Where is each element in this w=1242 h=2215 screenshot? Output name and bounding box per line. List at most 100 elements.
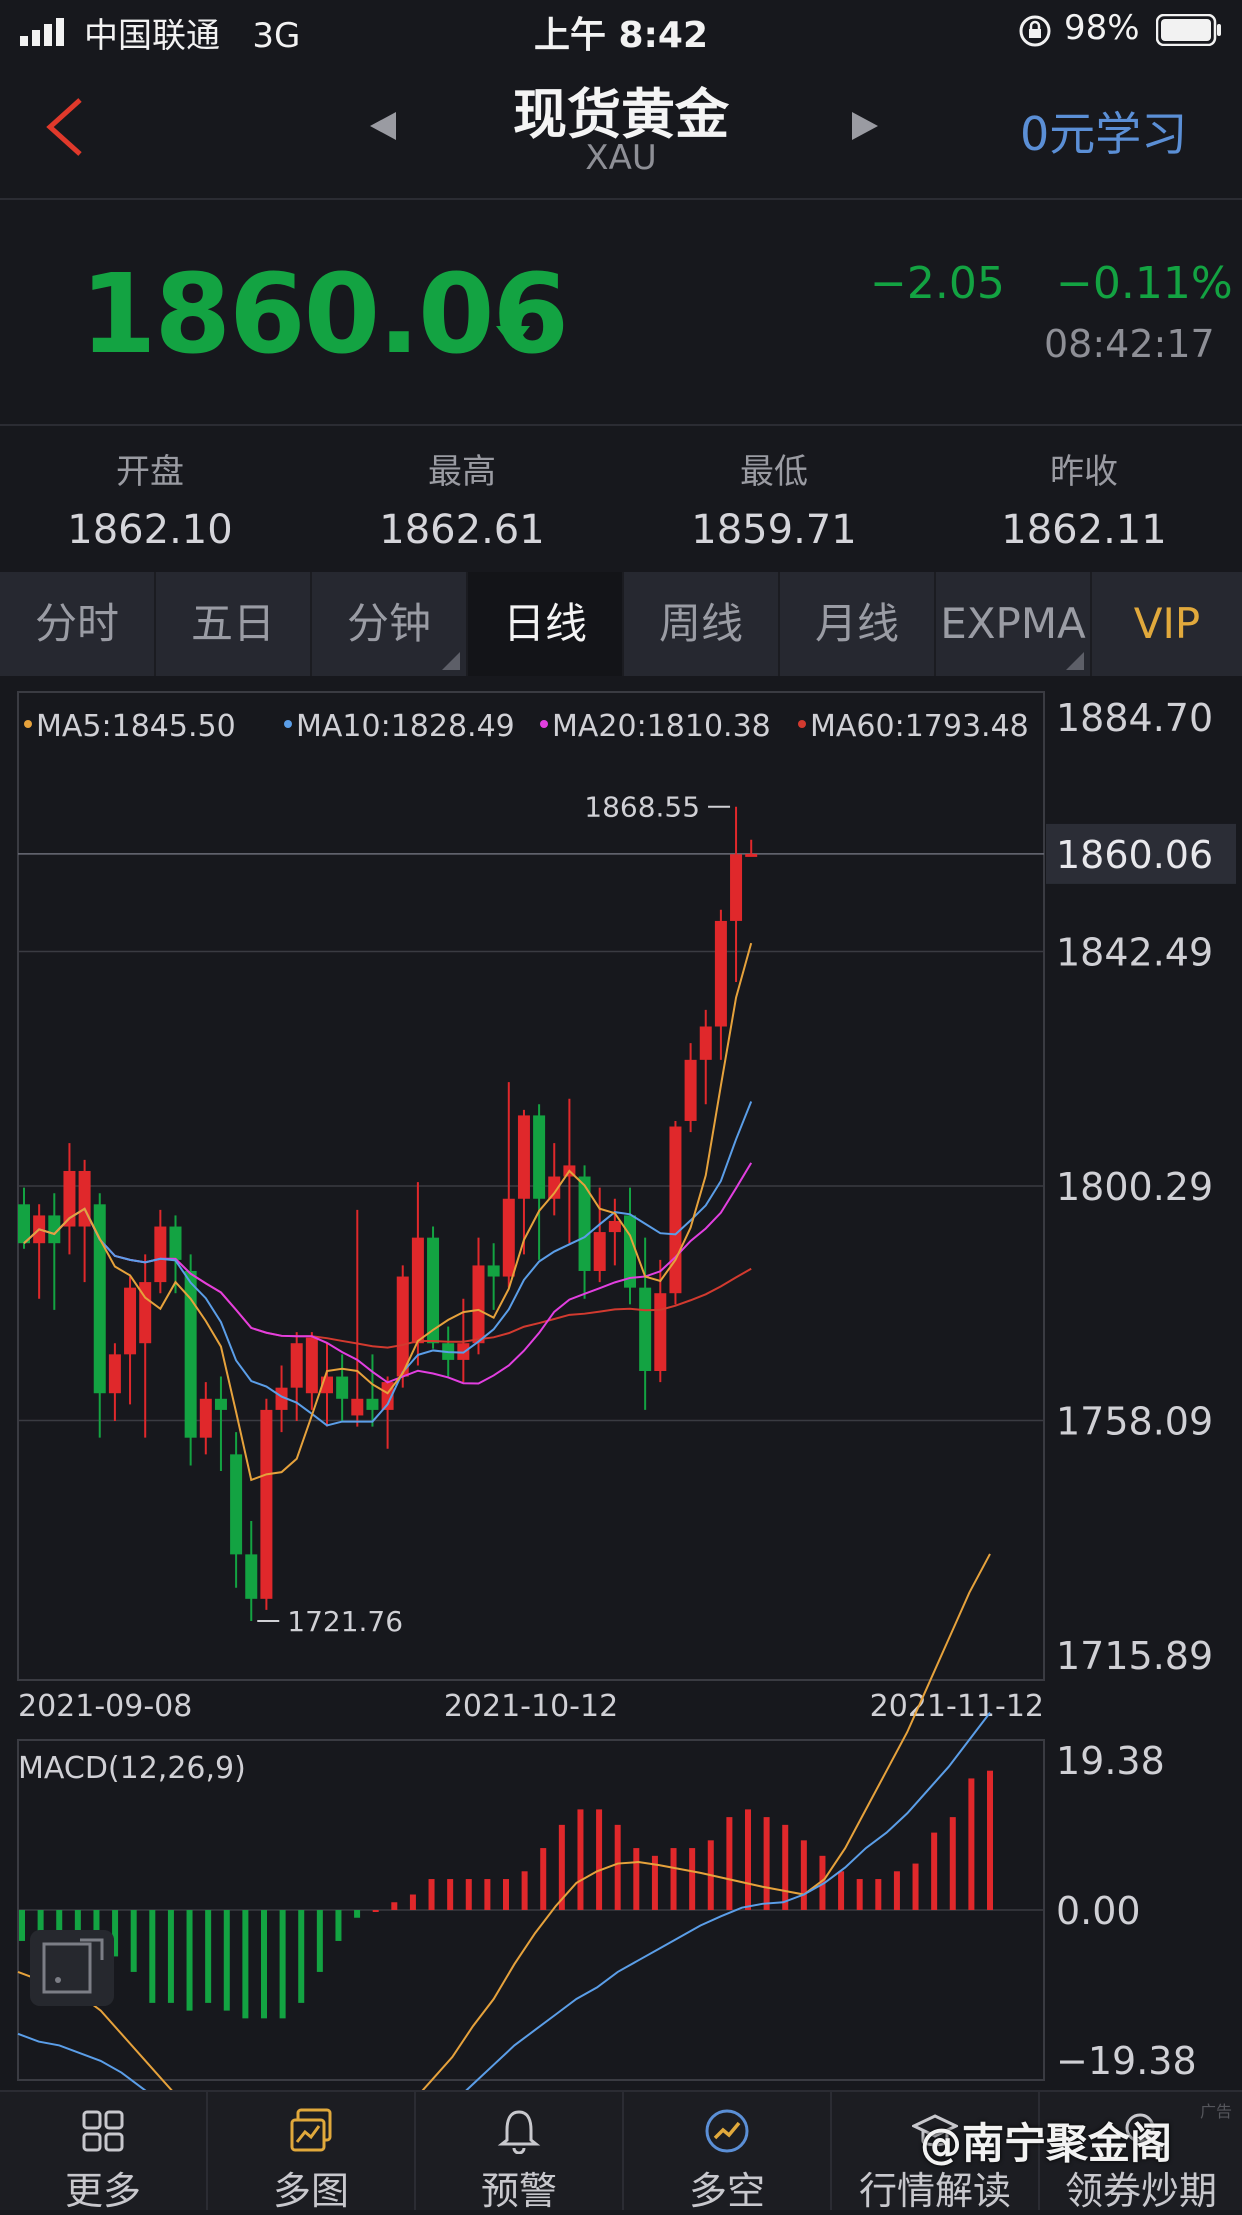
tab-intraday[interactable]: 分时 bbox=[0, 572, 156, 676]
bell-icon bbox=[497, 2110, 541, 2154]
stat-value: 1862.11 bbox=[1001, 507, 1167, 553]
toolbar-label: 更多 bbox=[64, 2169, 141, 2213]
candle bbox=[593, 1232, 606, 1271]
macd-bar bbox=[633, 1848, 640, 1910]
toolbar-coupon[interactable]: 广告 领券炒期 bbox=[1040, 2092, 1242, 2213]
macd-bar bbox=[223, 1910, 230, 2011]
high-annotation: 1868.55 bbox=[584, 791, 700, 824]
stat-label: 最高 bbox=[428, 452, 496, 492]
stat-open: 开盘 1862.10 bbox=[30, 444, 270, 553]
candle bbox=[275, 1387, 288, 1410]
macd-bar bbox=[205, 1910, 212, 2003]
stat-label: 昨收 bbox=[1050, 452, 1118, 492]
back-icon[interactable] bbox=[40, 92, 96, 162]
legend-label: MA60:1793.48 bbox=[810, 709, 1029, 744]
tab-five-day[interactable]: 五日 bbox=[156, 572, 312, 676]
tab-monthly[interactable]: 月线 bbox=[780, 572, 936, 676]
learn-link[interactable]: 0元学习 bbox=[1020, 107, 1188, 161]
y-tick-label: 1715.89 bbox=[1056, 1634, 1213, 1678]
macd-bar bbox=[465, 1879, 472, 1910]
macd-bar bbox=[261, 1910, 267, 2019]
toolbar-more[interactable]: 更多 bbox=[0, 2092, 208, 2213]
quote-time: 08:42:17 bbox=[1044, 322, 1215, 366]
macd-bar bbox=[391, 1902, 398, 1910]
fullscreen-icon[interactable] bbox=[30, 1930, 114, 2006]
candle bbox=[336, 1376, 349, 1399]
macd-bar bbox=[372, 1910, 379, 1912]
ma10-line bbox=[23, 1101, 753, 1427]
macd-bar bbox=[893, 1871, 900, 1910]
macd-dif-line bbox=[17, 1712, 991, 2090]
battery-icon bbox=[1156, 14, 1221, 46]
macd-bar bbox=[93, 1910, 100, 1941]
candle bbox=[699, 1026, 712, 1060]
macd-y-tick-label: 19.38 bbox=[1056, 1739, 1165, 1783]
candle bbox=[472, 1265, 485, 1344]
tab-label: 分钟 bbox=[346, 599, 431, 648]
macd-bar bbox=[987, 1770, 993, 1910]
toolbar-market-insight[interactable]: 行情解读 bbox=[832, 2092, 1040, 2213]
macd-bar bbox=[279, 1910, 286, 2019]
tab-label: VIP bbox=[1133, 599, 1201, 648]
y-tick-label: 1842.49 bbox=[1056, 931, 1213, 975]
tab-expma[interactable]: EXPMA bbox=[936, 572, 1092, 676]
macd-bar bbox=[819, 1855, 826, 1910]
toolbar-alert[interactable]: 预警 bbox=[416, 2092, 624, 2213]
tab-weekly[interactable]: 周线 bbox=[624, 572, 780, 676]
tab-vip[interactable]: VIP bbox=[1092, 572, 1242, 676]
candle bbox=[654, 1293, 667, 1372]
last-price-label: 1860.06 bbox=[1056, 833, 1213, 877]
macd-bar bbox=[763, 1817, 770, 1910]
macd-bar bbox=[968, 1778, 975, 1910]
toolbar-label: 预警 bbox=[480, 2169, 557, 2213]
signal-icon bbox=[20, 18, 64, 46]
candle bbox=[714, 920, 727, 1027]
candle bbox=[396, 1276, 409, 1377]
bottom-toolbar: 更多 多图 预警 多空 行情解读 广告 bbox=[0, 2090, 1242, 2213]
candle bbox=[608, 1220, 621, 1233]
stat-low: 最低 1859.71 bbox=[654, 444, 894, 553]
status-bar: 中国联通 3G 上午 8:42 98% bbox=[0, 0, 1242, 60]
stat-label: 开盘 bbox=[116, 452, 184, 492]
candle bbox=[63, 1170, 76, 1227]
macd-bar bbox=[167, 1910, 174, 2003]
divider bbox=[0, 424, 1242, 426]
macd-bar bbox=[186, 1910, 193, 2011]
dropdown-corner-icon bbox=[1066, 652, 1084, 670]
tab-minute[interactable]: 分钟 bbox=[312, 572, 468, 676]
candle bbox=[669, 1126, 682, 1294]
candle bbox=[214, 1398, 227, 1410]
stat-high: 最高 1862.61 bbox=[342, 444, 582, 553]
toolbar-label: 行情解读 bbox=[858, 2169, 1011, 2213]
toolbar-label: 多图 bbox=[272, 2169, 349, 2213]
candle bbox=[411, 1237, 424, 1344]
legend-label: MA20:1810.38 bbox=[552, 709, 771, 744]
candle bbox=[502, 1198, 515, 1277]
stat-label: 最低 bbox=[740, 452, 808, 492]
macd-bar bbox=[503, 1879, 509, 1910]
search-icon bbox=[1125, 2113, 1164, 2152]
macd-bar bbox=[596, 1809, 603, 1910]
next-instrument-icon[interactable] bbox=[846, 108, 882, 144]
macd-bar bbox=[651, 1855, 658, 1910]
macd-bar bbox=[670, 1848, 677, 1910]
carrier-label: 中国联通 3G bbox=[84, 16, 301, 56]
candle bbox=[230, 1454, 243, 1555]
candle bbox=[290, 1343, 303, 1388]
candle bbox=[639, 1287, 652, 1372]
toolbar-multi-chart[interactable]: 多图 bbox=[208, 2092, 416, 2213]
macd-bar bbox=[558, 1824, 565, 1910]
macd-bar bbox=[354, 1910, 361, 1918]
ma5-line bbox=[23, 942, 753, 1482]
y-tick-label: 1884.70 bbox=[1056, 696, 1213, 740]
macd-bar bbox=[912, 1863, 919, 1910]
previous-instrument-icon[interactable] bbox=[366, 108, 402, 144]
tab-label: 分时 bbox=[34, 599, 119, 648]
kline-chart[interactable]: 1884.70 1842.49 1800.29 1758.09 1715.89 1860.… bbox=[0, 680, 1242, 2090]
tab-daily[interactable]: 日线 bbox=[468, 572, 624, 676]
toolbar-long-short[interactable]: 多空 bbox=[624, 2092, 832, 2213]
candle bbox=[517, 1115, 530, 1199]
legend-dot bbox=[284, 720, 292, 728]
y-tick-label: 1758.09 bbox=[1056, 1400, 1213, 1444]
period-tabs: 分时 五日 分钟 日线 周线 月线 EXPMA VIP bbox=[0, 572, 1242, 676]
